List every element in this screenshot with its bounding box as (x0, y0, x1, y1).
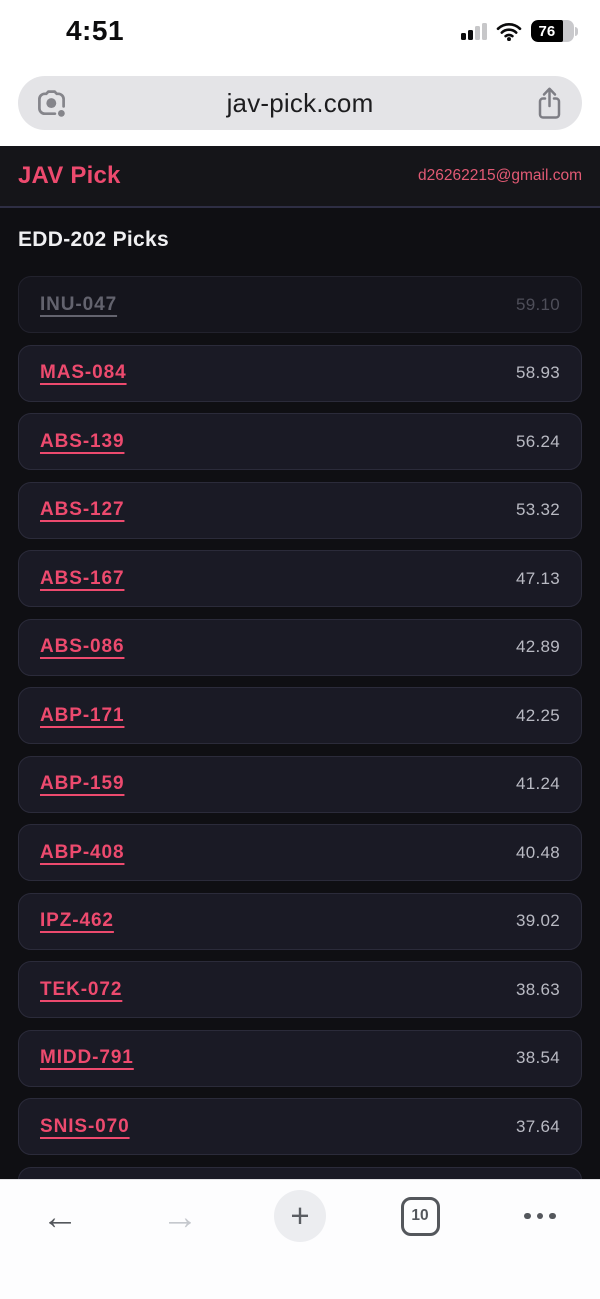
lens-search-button[interactable] (24, 76, 78, 130)
pick-code-link[interactable]: ABP-159 (40, 773, 125, 794)
pick-code-link[interactable]: MIDD-791 (40, 1047, 134, 1068)
pick-score: 56.24 (515, 431, 560, 451)
pick-score: 42.89 (515, 637, 560, 656)
pick-code-link[interactable]: INU-047 (40, 293, 118, 315)
pick-score: 42.25 (515, 705, 560, 725)
pick-code-link[interactable]: SNIS-070 (40, 1115, 130, 1137)
brand-link[interactable]: JAV Pick (18, 162, 121, 189)
overflow-menu-button[interactable] (480, 1187, 600, 1245)
web-page: JAV Pick d26262215@gmail.com EDD-202 Pic… (0, 146, 600, 1179)
status-icons: 76 (461, 20, 578, 42)
pick-code-link[interactable]: ABS-127 (40, 499, 125, 520)
pick-score: 38.54 (515, 1048, 560, 1067)
pick-row: ABS-086 42.89 (18, 618, 582, 676)
battery-icon: 76 (530, 20, 578, 42)
pick-row: ABP-171 42.25 (18, 687, 582, 744)
cellular-signal-icon (461, 22, 487, 40)
url-bar[interactable]: jav-pick.com (18, 76, 582, 130)
tab-switcher-button[interactable]: 10 (360, 1187, 480, 1245)
pick-row: MIDD-791 38.54 (18, 1029, 582, 1087)
pick-code-link[interactable]: TEK-072 (40, 978, 123, 1000)
account-email-link[interactable]: d26262215@gmail.com (418, 167, 582, 184)
share-icon (538, 87, 560, 119)
pick-code-link[interactable]: ABS-167 (40, 567, 125, 589)
pick-code-link[interactable]: ABP-171 (40, 704, 125, 726)
clock: 4:51 (65, 15, 125, 46)
pick-code-link[interactable]: IPZ-462 (40, 910, 114, 931)
pick-code-link[interactable]: ABS-086 (40, 636, 125, 657)
pick-row: ABS-139 56.24 (18, 413, 582, 470)
back-arrow-icon: ← (41, 1195, 79, 1237)
share-button[interactable] (522, 76, 576, 130)
page-title: EDD-202 Picks (18, 228, 169, 251)
picks-list: INU-047 59.10 MAS-084 58.93 ABS-139 56.2… (18, 276, 582, 1179)
pick-score: 40.48 (515, 842, 560, 862)
pick-score: 59.10 (515, 294, 560, 314)
pick-row: IPZ-462 39.02 (18, 892, 582, 950)
pick-row: ABP-159 41.24 (18, 755, 582, 813)
pick-score: 37.64 (515, 1116, 560, 1136)
pick-score: 41.24 (515, 774, 560, 793)
site-header: JAV Pick d26262215@gmail.com (0, 146, 600, 208)
battery-percent: 76 (538, 22, 556, 40)
pick-score: 39.02 (515, 911, 560, 930)
pick-row: INU-047 59.10 (18, 276, 582, 333)
pick-score: 47.13 (515, 568, 560, 588)
forward-button[interactable]: → (120, 1187, 240, 1245)
plus-icon: + (274, 1190, 326, 1242)
pick-code-link[interactable]: ABS-139 (40, 430, 125, 452)
forward-arrow-icon: → (161, 1195, 199, 1237)
url-text: jav-pick.com (226, 87, 374, 118)
browser-url-row: jav-pick.com (0, 62, 600, 146)
pick-row: SNIS-070 37.64 (18, 1098, 582, 1155)
pick-code-link[interactable]: ABP-408 (40, 841, 125, 863)
google-lens-icon (37, 89, 65, 117)
wifi-icon (496, 22, 521, 41)
browser-toolbar: ← → + 10 (0, 1179, 600, 1299)
pick-row: ABS-167 47.13 (18, 550, 582, 607)
pick-row: ABS-127 53.32 (18, 481, 582, 539)
three-dots-icon (524, 1212, 556, 1220)
pick-row-partial (18, 1166, 582, 1179)
pick-score: 58.93 (515, 363, 560, 382)
pick-row: ABP-408 40.48 (18, 824, 582, 881)
pick-row: TEK-072 38.63 (18, 961, 582, 1018)
pick-score: 53.32 (515, 500, 560, 519)
pick-row: MAS-084 58.93 (18, 344, 582, 402)
status-bar: 4:51 76 (0, 0, 600, 62)
back-button[interactable]: ← (0, 1187, 120, 1245)
pick-score: 38.63 (515, 979, 560, 999)
pick-code-link[interactable]: MAS-084 (40, 362, 127, 383)
tab-count-badge: 10 (400, 1196, 440, 1236)
new-tab-button[interactable]: + (240, 1187, 360, 1245)
